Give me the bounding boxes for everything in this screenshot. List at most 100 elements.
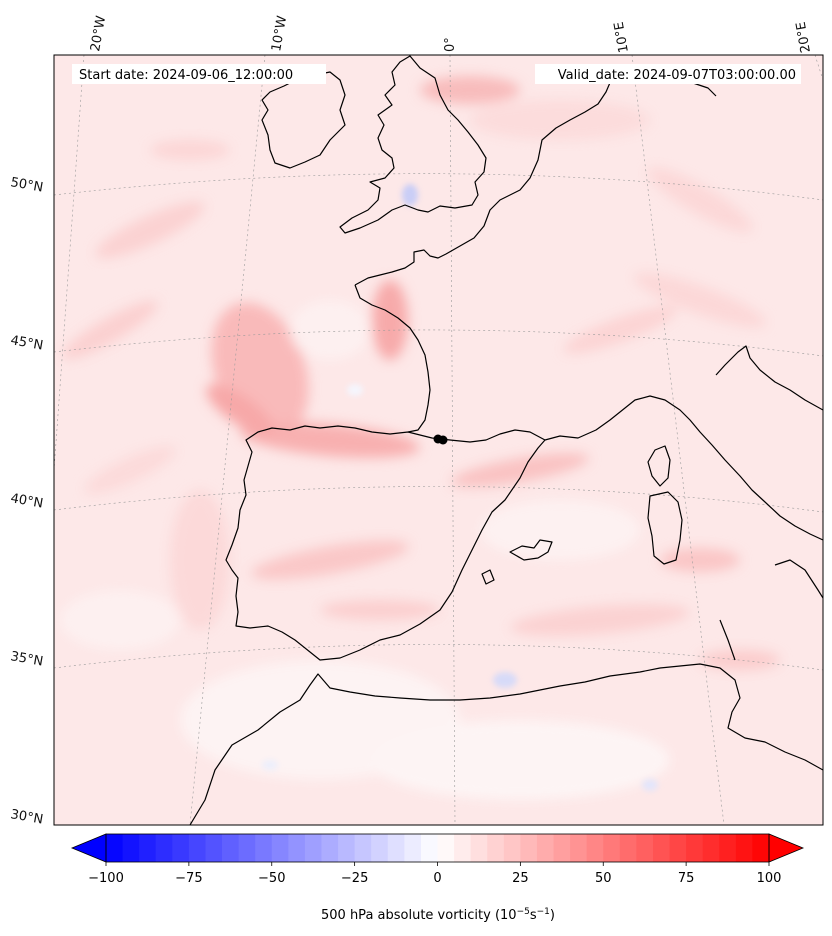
coastlines — [189, 55, 823, 825]
colorbar-segment — [222, 834, 240, 862]
colorbar-segment — [719, 834, 737, 862]
longitude-labels: 20°W 10°W 0° 10°E 20°E — [88, 15, 814, 54]
lon-label-20w: 20°W — [88, 15, 109, 53]
colorbar-tick-label: 100 — [757, 871, 782, 886]
colorbar-segment — [503, 834, 521, 862]
map-panel: Start date: 2024-09-06_12:00:00 Valid_da… — [54, 55, 823, 825]
colorbar-tick-label: 50 — [595, 871, 612, 886]
colorbar-segment — [619, 834, 637, 862]
colorbar-tick-label: −100 — [88, 871, 124, 886]
colorbar-segment — [636, 834, 654, 862]
meridian-20e — [814, 55, 823, 81]
start-date-label: Start date: 2024-09-06_12:00:00 — [79, 68, 293, 83]
coast-france-atlantic — [354, 284, 431, 433]
lon-label-10w: 10°W — [269, 15, 290, 53]
coast-mallorca — [509, 539, 553, 561]
colorbar-segment — [354, 834, 372, 862]
colorbar-segment — [487, 834, 505, 862]
colorbar-segment — [686, 834, 704, 862]
coast-italy — [544, 395, 823, 541]
colorbar-segment — [470, 834, 488, 862]
colorbar-segment — [586, 834, 604, 862]
colorbar-segment — [454, 834, 472, 862]
latitude-labels: 50°N 45°N 40°N 35°N 30°N — [9, 175, 44, 827]
colorbar-tick-label: 75 — [678, 871, 695, 886]
map-frame — [53, 54, 824, 826]
colorbar-extend-max — [768, 833, 805, 863]
lat-label-30n: 30°N — [9, 807, 44, 827]
lon-label-20e: 20°E — [794, 21, 814, 54]
colorbar-segment — [404, 834, 422, 862]
colorbar-segment — [735, 834, 754, 862]
position-marker — [433, 434, 448, 445]
lon-label-0: 0° — [443, 37, 458, 52]
colorbar-segment — [155, 834, 173, 862]
colorbar-segment — [205, 834, 223, 862]
colorbar-segment — [255, 834, 273, 862]
vorticity-field — [60, 76, 780, 800]
colorbar-segment — [652, 834, 671, 862]
colorbar-ticks: −100 −75 −50 −25 0 25 50 75 100 — [88, 862, 781, 886]
coast-ireland — [261, 71, 346, 169]
colorbar-segment — [387, 834, 405, 862]
coast-corsica — [647, 445, 671, 487]
colorbar-tick-label: −50 — [258, 871, 285, 886]
coast-south-italy — [774, 559, 823, 599]
lat-label-50n: 50°N — [9, 175, 44, 195]
lon-label-10e: 10°E — [612, 21, 632, 54]
lat-label-35n: 35°N — [9, 649, 44, 669]
colorbar-segment — [669, 834, 687, 862]
coast-adriatic — [715, 345, 823, 411]
header-box-valid — [535, 64, 801, 84]
colorbar-segment — [172, 834, 190, 862]
colorbar-segments — [106, 834, 770, 862]
colorbar-tick-label: −25 — [341, 871, 368, 886]
colorbar-segment — [288, 834, 306, 862]
colorbar-segment — [553, 834, 571, 862]
meridian-20w — [54, 55, 85, 471]
colorbar-label-exp2: −1 — [537, 907, 550, 917]
colorbar-segment — [520, 834, 538, 862]
colorbar-segment — [188, 834, 207, 862]
colorbar-segment — [271, 834, 289, 862]
coast-ibiza — [481, 569, 495, 585]
colorbar-segment — [304, 834, 323, 862]
valid-date-label: Valid_date: 2024-09-07T03:00:00.00 — [558, 68, 796, 83]
colorbar-label-exp1: −5 — [517, 907, 530, 917]
colorbar-segment — [338, 834, 356, 862]
meridian-10e — [631, 55, 725, 825]
colorbar-segment — [139, 834, 157, 862]
colorbar-segment — [106, 834, 124, 862]
lat-label-45n: 45°N — [9, 333, 44, 353]
colorbar-tick-label: 0 — [433, 871, 441, 886]
colorbar: −100 −75 −50 −25 0 25 50 75 100 500 hPa absolute… — [70, 833, 805, 923]
colorbar-segment — [603, 834, 621, 862]
colorbar-segment — [570, 834, 588, 862]
coast-north-africa — [189, 663, 823, 825]
parallel-40n — [54, 486, 823, 513]
colorbar-segment — [437, 834, 455, 862]
colorbar-label-suffix: ) — [550, 908, 555, 923]
parallel-50n — [54, 173, 823, 201]
colorbar-segment — [321, 834, 339, 862]
colorbar-segment — [238, 834, 256, 862]
coast-great-britain — [339, 55, 487, 234]
colorbar-segment — [536, 834, 555, 862]
colorbar-tick-label: 25 — [512, 871, 529, 886]
colorbar-label-prefix: 500 hPa absolute vorticity (10 — [321, 908, 517, 923]
colorbar-segment — [371, 834, 389, 862]
colorbar-label: 500 hPa absolute vorticity (10−5s−1) — [321, 907, 555, 923]
colorbar-extend-min — [70, 833, 107, 863]
coast-tunisia — [719, 619, 736, 661]
parallel-35n — [54, 644, 823, 671]
meridian-10w — [189, 55, 266, 825]
coast-sardinia — [647, 491, 683, 565]
colorbar-segment — [122, 834, 140, 862]
colorbar-tick-label: −75 — [175, 871, 202, 886]
parallel-45n — [54, 329, 823, 357]
lat-label-40n: 40°N — [9, 491, 44, 511]
colorbar-segment — [420, 834, 439, 862]
colorbar-segment — [702, 834, 720, 862]
colorbar-segment — [752, 834, 770, 862]
